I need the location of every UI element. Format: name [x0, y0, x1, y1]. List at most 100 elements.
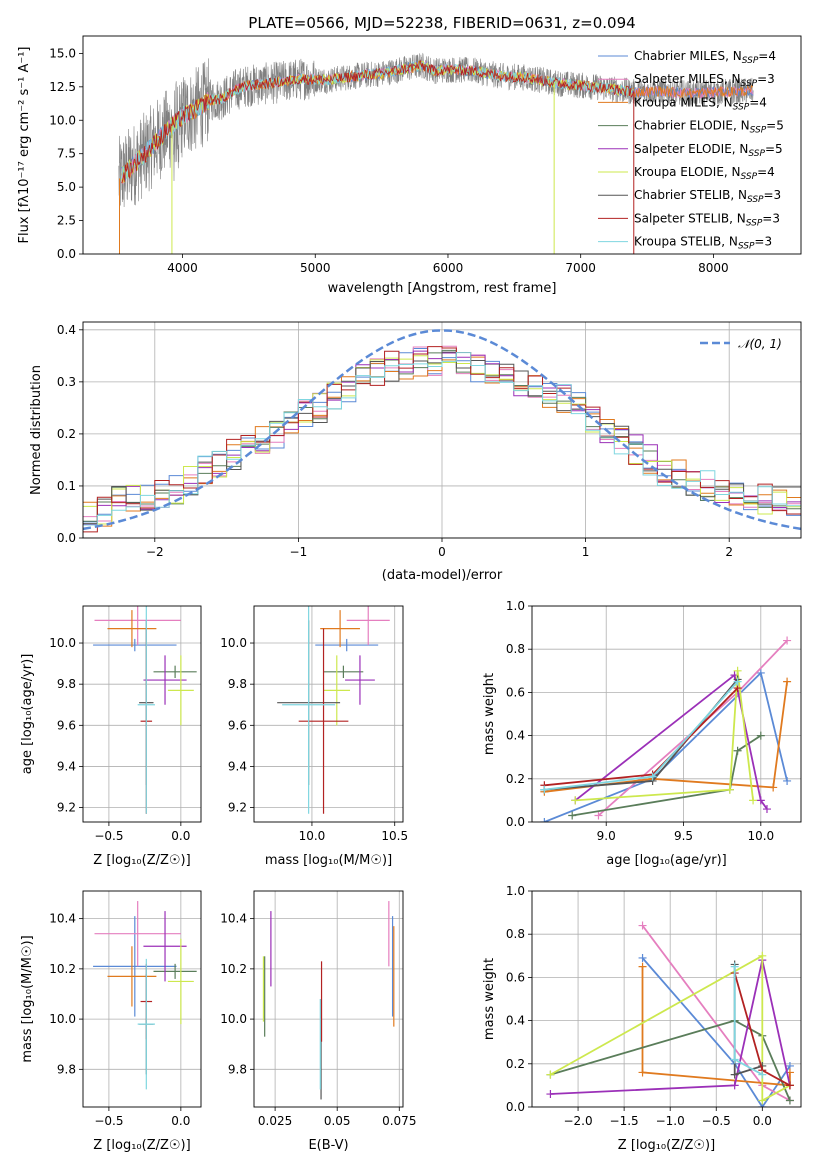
weight-marker	[785, 1096, 794, 1105]
weight-series	[540, 684, 742, 790]
y-tick-label: 0.0	[57, 247, 76, 261]
y-tick-label: 0.0	[506, 815, 525, 829]
x-axis-label: E(B-V)	[308, 1138, 348, 1153]
x-tick-label: 0.075	[382, 1114, 416, 1128]
x-tick-label: −0.5	[702, 1114, 731, 1128]
x-tick-label: 0.0	[171, 1114, 190, 1128]
weight-line	[575, 670, 754, 802]
y-tick-label: 0.6	[506, 970, 525, 984]
weight-marker	[756, 668, 765, 677]
y-tick-label: 10.0	[220, 1012, 247, 1026]
plot-area	[83, 606, 201, 822]
x-axis-label: Z [log₁₀(Z/Z☉)]	[618, 1138, 715, 1153]
plot-area	[254, 891, 403, 1107]
histogram-series	[83, 352, 801, 526]
weight-line	[544, 671, 788, 822]
weight-marker	[758, 951, 767, 960]
panel-mass_vs_Z: −0.5 0.0 9.8 10.0 10.2 10.4 Z [log₁₀(Z/Z☉)] mas…	[20, 890, 202, 1153]
y-tick-label: 9.4	[57, 759, 76, 773]
plot-area	[532, 891, 801, 1107]
x-tick-label: 0.025	[258, 1114, 292, 1128]
weight-line	[641, 966, 791, 1087]
weight-marker	[540, 818, 549, 822]
weight-marker	[725, 785, 734, 794]
weight-marker	[730, 1070, 739, 1079]
y-axis-label: mass weight	[482, 673, 497, 755]
x-axis-label: (data-model)/error	[382, 568, 503, 583]
errorbar-point	[107, 946, 157, 1007]
errorbar-point	[346, 606, 390, 646]
weight-marker	[546, 1090, 555, 1099]
weight-marker	[733, 746, 742, 755]
y-tick-label: 0.4	[506, 1014, 525, 1028]
x-tick-label: 2	[725, 545, 733, 559]
x-tick-label: 7000	[565, 261, 596, 275]
weight-series	[730, 962, 767, 1079]
weight-marker	[638, 1068, 647, 1077]
errorbar-point	[93, 916, 177, 1017]
weight-marker	[785, 1081, 794, 1090]
x-axis-label: mass [log₁₀(M/M☉)]	[265, 853, 392, 868]
x-tick-label: 9.0	[597, 829, 616, 843]
weight-line	[549, 954, 791, 1103]
gaussian-curve	[83, 329, 801, 531]
x-tick-label: 9.5	[674, 829, 693, 843]
legend-entry: Kroupa MILES, NSSP=4	[634, 95, 767, 112]
weight-marker	[783, 776, 792, 785]
axes-frame	[82, 890, 202, 1108]
errorbar-point	[323, 665, 364, 678]
errorbar-point	[167, 938, 194, 1025]
panel-residuals: −2 −1 0 1 2 0.0 0.1 0.2 0.3 0.4 (data-model)/error…	[29, 321, 802, 583]
errorbar-point	[298, 628, 349, 814]
y-tick-label: 0.1	[57, 479, 76, 493]
weight-line	[641, 957, 791, 1107]
legend-entry: Salpeter STELIB, NSSP=3	[634, 211, 780, 228]
weight-marker	[730, 1055, 739, 1064]
legend-entry: 𝒩(0, 1)	[738, 337, 782, 351]
histogram-series	[83, 351, 801, 525]
x-tick-label: −1	[290, 545, 308, 559]
y-tick-label: 0.8	[506, 642, 525, 656]
chart-title: PLATE=0566, MJD=52238, FIBERID=0631, z=0…	[248, 14, 635, 32]
weight-marker	[638, 962, 647, 971]
weight-marker	[638, 953, 647, 962]
weight-marker	[733, 677, 742, 686]
y-tick-label: 9.6	[57, 718, 76, 732]
legend-entry: Chabrier ELODIE, NSSP=5	[634, 119, 784, 136]
weight-marker	[762, 805, 771, 814]
weight-series	[571, 666, 758, 805]
y-tick-label: 10.0	[49, 1012, 76, 1026]
y-tick-label: 0.6	[506, 685, 525, 699]
x-tick-label: −2.0	[563, 1114, 592, 1128]
panel-age_vs_mass: 10.0 10.5 9.2 9.4 9.6 9.8 10.0 mass [log₁₀(M/M☉…	[220, 605, 408, 868]
plot-area	[83, 891, 201, 1107]
panel-spectrum: 4000 5000 6000 7000 8000 0.0 2.5 5.0 7.5 10.0 12.5…	[17, 14, 802, 296]
x-tick-label: 6000	[433, 261, 464, 275]
errorbar-point	[153, 963, 197, 979]
legend-entry: Chabrier MILES, NSSP=4	[634, 49, 776, 66]
legend-entry: Salpeter ELODIE, NSSP=5	[634, 142, 783, 159]
y-tick-label: 0.2	[506, 1057, 525, 1071]
legend: Chabrier MILES, NSSP=4 Salpeter MILES, NS…	[598, 49, 784, 252]
x-axis-label: wavelength [Angstrom, rest frame]	[328, 281, 557, 296]
y-tick-label: 10.0	[220, 636, 247, 650]
x-tick-label: 1	[582, 545, 590, 559]
y-tick-label: 9.8	[228, 677, 247, 691]
plot-area	[254, 606, 403, 822]
x-tick-label: 4000	[167, 261, 198, 275]
legend-entry: Chabrier STELIB, NSSP=3	[634, 188, 781, 205]
y-tick-label: 2.5	[57, 214, 76, 228]
errorbar-point	[107, 610, 157, 648]
histogram-series	[83, 346, 801, 533]
y-tick-label: 0.2	[506, 772, 525, 786]
weight-series	[540, 677, 792, 796]
y-tick-label: 0.0	[506, 1100, 525, 1114]
axes-frame	[531, 605, 802, 823]
errorbar-point	[323, 655, 351, 726]
x-tick-label: 10.0	[747, 829, 774, 843]
weight-marker	[749, 796, 758, 805]
y-axis-label: Normed distribution	[29, 365, 44, 495]
y-tick-label: 9.8	[57, 1062, 76, 1076]
errorbar-point	[143, 911, 187, 982]
y-tick-label: 7.5	[57, 147, 76, 161]
